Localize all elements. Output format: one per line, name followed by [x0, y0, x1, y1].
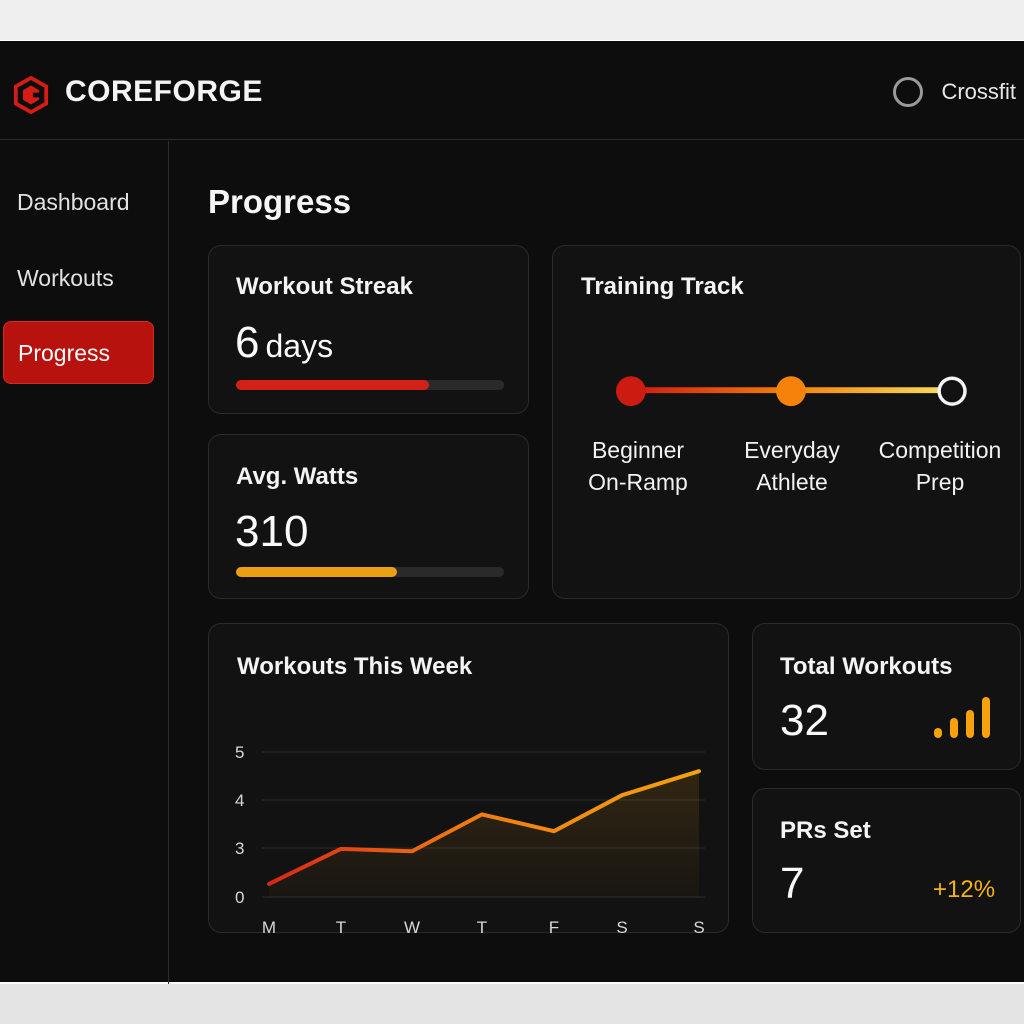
card-title: Training Track	[581, 273, 744, 300]
page-title: Progress	[208, 183, 352, 220]
chart-area-fill	[269, 771, 699, 897]
chart-line	[267, 769, 701, 886]
card-title: Total Workouts	[780, 653, 953, 680]
sidebar-item-workouts[interactable]: Workouts	[3, 247, 154, 310]
brand-name: COREFORGE	[65, 75, 263, 108]
user-menu[interactable]: Crossfit	[893, 77, 1016, 107]
prs-set-card: PRs Set 7 +12%	[752, 788, 1021, 933]
svg-text:5: 5	[235, 743, 244, 762]
card-title: Workout Streak	[236, 273, 413, 300]
watts-progress-bar	[236, 567, 504, 577]
sidebar: Dashboard Workouts Progress	[0, 141, 169, 984]
streak-value: 6 days	[235, 318, 333, 368]
top-header: COREFORGE Crossfit	[0, 41, 1024, 140]
svg-text:0: 0	[235, 888, 244, 907]
sidebar-item-label: Workouts	[17, 265, 114, 291]
sidebar-item-dashboard[interactable]: Dashboard	[3, 171, 154, 234]
sidebar-item-label: Progress	[18, 340, 111, 366]
step-label-everyday: Everyday Athlete	[732, 434, 852, 498]
sidebar-item-progress[interactable]: Progress	[3, 321, 154, 384]
workouts-week-card: Workouts This Week 0 3 4 5 M T W T F S S	[208, 623, 729, 934]
step-line1: Beginner	[591, 437, 685, 463]
total-workouts-card: Total Workouts 32	[752, 623, 1021, 770]
svg-text:T: T	[336, 918, 346, 934]
sidebar-item-label: Dashboard	[17, 189, 130, 215]
avg-watts-card: Avg. Watts 310	[208, 434, 529, 599]
streak-progress-bar	[236, 380, 504, 390]
prs-delta-badge: +12%	[933, 876, 996, 903]
step-dot-competition[interactable]	[937, 376, 967, 406]
svg-text:S: S	[616, 918, 627, 934]
prs-value: 7	[780, 859, 805, 908]
total-workouts-value: 32	[780, 696, 829, 745]
card-title: Workouts This Week	[237, 653, 473, 680]
step-label-competition: Competition Prep	[867, 434, 1013, 498]
signal-bars-icon	[934, 697, 990, 738]
streak-unit: days	[265, 328, 334, 364]
svg-text:S: S	[693, 918, 704, 934]
svg-text:4: 4	[235, 791, 244, 810]
step-line2: Prep	[915, 469, 965, 495]
step-dot-everyday[interactable]	[776, 376, 806, 407]
streak-progress-fill	[236, 380, 429, 390]
workout-streak-card: Workout Streak 6 days	[208, 245, 529, 414]
app-window: COREFORGE Crossfit Dashboard Workouts Pr…	[0, 40, 1024, 984]
hexagon-c-logo-icon	[13, 76, 49, 114]
svg-text:W: W	[404, 918, 420, 934]
step-line2: On-Ramp	[588, 469, 688, 495]
streak-number: 6	[235, 318, 260, 367]
user-label: Crossfit	[941, 79, 1016, 104]
step-line2: Athlete	[756, 469, 828, 495]
watts-value: 310	[235, 507, 309, 556]
svg-text:3: 3	[235, 839, 244, 858]
avatar-ring-icon	[893, 77, 924, 107]
card-title: PRs Set	[780, 817, 871, 844]
svg-text:T: T	[477, 918, 487, 934]
watts-progress-fill	[236, 567, 397, 577]
step-line1: Everyday	[744, 437, 840, 463]
card-title: Avg. Watts	[236, 463, 359, 490]
training-track-card: Training Track Beginner On-Ramp Everyday…	[552, 245, 1021, 599]
step-label-beginner: Beginner On-Ramp	[583, 434, 693, 498]
training-track-stepper	[615, 376, 967, 407]
svg-text:M: M	[262, 918, 276, 934]
svg-text:F: F	[549, 918, 559, 934]
step-dot-beginner[interactable]	[615, 376, 646, 407]
y-axis-labels: 0 3 4 5	[235, 743, 244, 907]
workouts-line-chart: 0 3 4 5 M T W T F S S	[235, 743, 705, 934]
step-line1: Competition	[878, 437, 1002, 463]
